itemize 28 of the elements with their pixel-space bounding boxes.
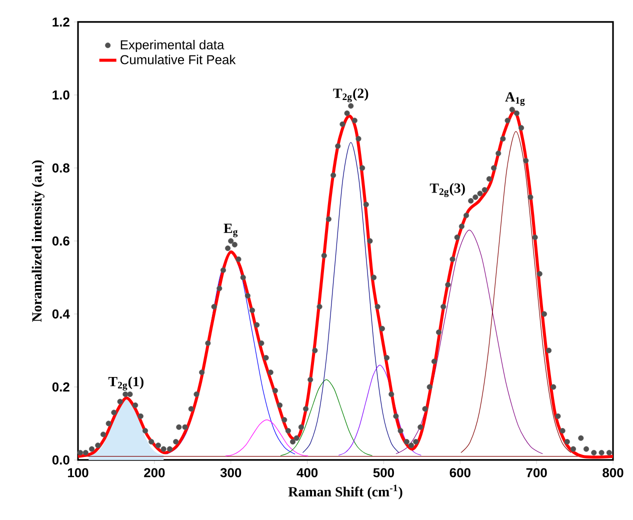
legend-label: Experimental data bbox=[120, 40, 224, 52]
line-series bbox=[280, 379, 373, 456]
x-tick-label: 300 bbox=[220, 468, 242, 478]
annotation: A$_{1g}$ bbox=[505, 92, 525, 106]
annotation: T$_{2g}$(2) bbox=[333, 88, 368, 102]
y-tick-label: 1.0 bbox=[52, 90, 70, 100]
y-tick-label: 1.2 bbox=[52, 17, 70, 27]
legend-label: Cumulative Fit Peak bbox=[120, 54, 236, 64]
annotation: T$_{2g}$(1) bbox=[108, 376, 144, 390]
line-series bbox=[302, 142, 400, 453]
x-axis-title: Raman Shift (cm$^{-1}$) bbox=[288, 484, 402, 500]
line-series bbox=[225, 420, 308, 456]
annotation: E$_{g}$ bbox=[224, 224, 238, 238]
annotation: T$_{2g}$(3) bbox=[430, 183, 465, 198]
x-tick-label: 100 bbox=[68, 468, 88, 478]
x-tick-label: 800 bbox=[602, 468, 624, 478]
y-tick-label: 0.8 bbox=[52, 163, 70, 173]
y-tick-label: 0.4 bbox=[52, 309, 70, 319]
line-series bbox=[396, 230, 543, 454]
x-tick-label: 400 bbox=[296, 468, 318, 478]
y-tick-label: 0.6 bbox=[52, 236, 70, 246]
x-tick-label: 500 bbox=[373, 468, 394, 478]
x-tick-label: 700 bbox=[526, 468, 547, 478]
y-tick-label: 0.0 bbox=[52, 455, 70, 465]
y-axis-title: Noramalized intensity (a.u) bbox=[32, 160, 44, 322]
x-tick-label: 200 bbox=[144, 468, 165, 478]
y-tick-label: 0.2 bbox=[52, 382, 70, 392]
x-tick-label: 600 bbox=[450, 468, 470, 478]
